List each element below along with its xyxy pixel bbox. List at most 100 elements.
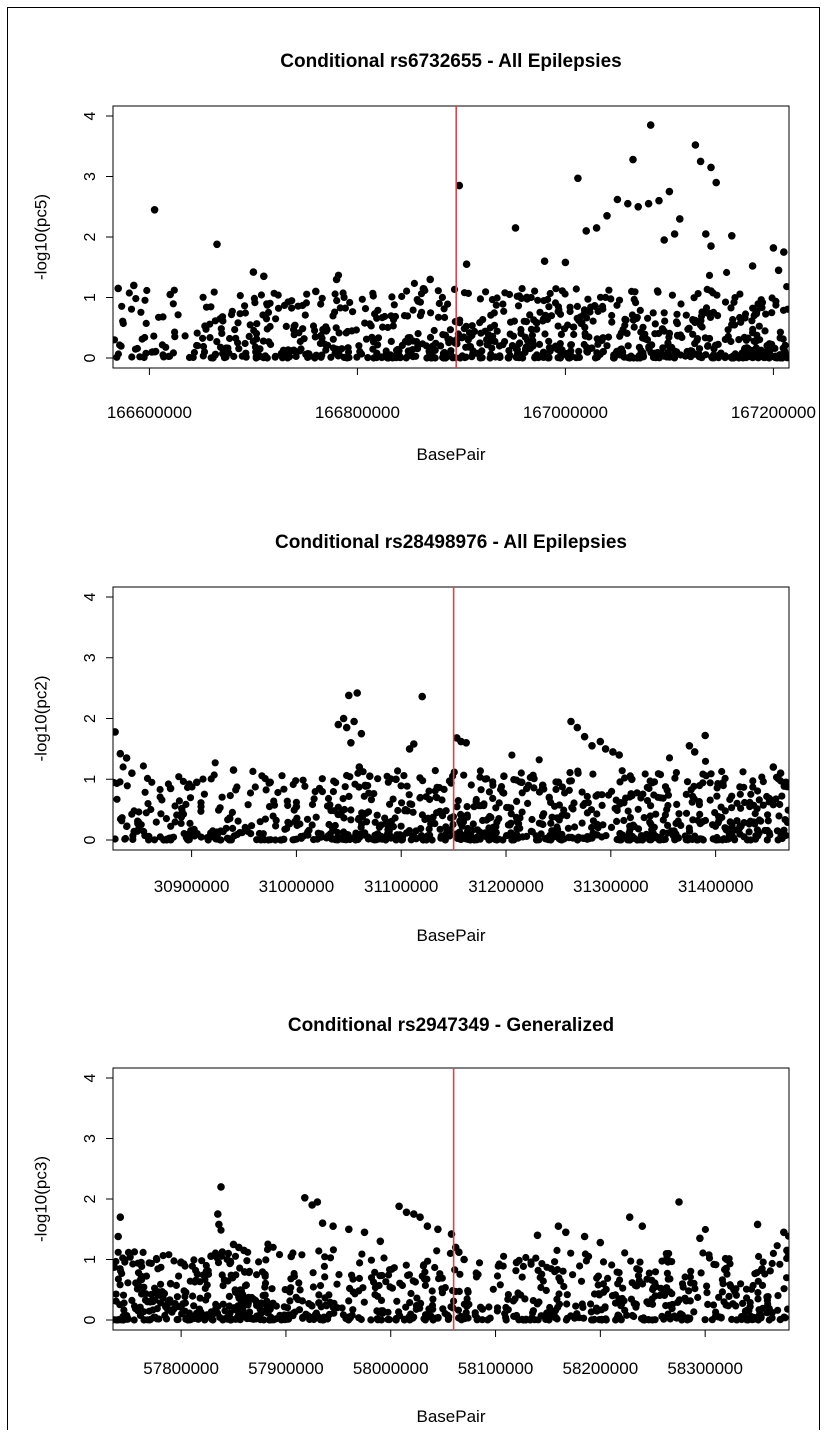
- data-point: [434, 287, 442, 295]
- data-point: [340, 805, 349, 814]
- data-point: [136, 353, 144, 361]
- data-point: [227, 1258, 235, 1266]
- data-point: [778, 792, 786, 800]
- data-point: [400, 772, 408, 780]
- data-point: [234, 319, 242, 327]
- data-point: [783, 305, 789, 313]
- data-point: [628, 775, 636, 784]
- data-point: [263, 1297, 271, 1305]
- data-point: [332, 836, 340, 844]
- data-point: [749, 325, 757, 333]
- data-point: [398, 341, 406, 349]
- data-point: [165, 834, 173, 842]
- data-point: [567, 777, 576, 785]
- data-point: [287, 1252, 296, 1261]
- data-point: [432, 793, 440, 801]
- data-point: [145, 1307, 153, 1315]
- data-point: [241, 302, 249, 310]
- data-point: [309, 322, 318, 330]
- data-point: [371, 1291, 379, 1299]
- data-point: [189, 1292, 197, 1300]
- data-point: [405, 791, 413, 799]
- data-point: [535, 340, 544, 348]
- data-point: [222, 824, 230, 832]
- data-point: [632, 1300, 641, 1308]
- data-point: [364, 782, 372, 790]
- data-point: [374, 334, 383, 342]
- data-point: [513, 797, 521, 806]
- data-point: [670, 354, 679, 362]
- data-point: [542, 1286, 550, 1295]
- data-point: [332, 275, 341, 284]
- data-point: [573, 1310, 581, 1318]
- data-point: [652, 1283, 660, 1291]
- data-point: [620, 816, 628, 825]
- data-point: [568, 804, 576, 812]
- data-point: [659, 828, 667, 837]
- data-point: [340, 293, 348, 301]
- data-point: [763, 1309, 771, 1317]
- data-point: [741, 798, 749, 807]
- data-point: [554, 354, 562, 362]
- y-tick-label: 3: [82, 1134, 99, 1143]
- data-point: [520, 317, 528, 325]
- data-point: [135, 808, 143, 816]
- data-point: [464, 1287, 472, 1295]
- data-point: [779, 335, 787, 343]
- data-point: [407, 1289, 415, 1298]
- data-point: [403, 807, 412, 815]
- data-point: [528, 331, 537, 339]
- data-point: [259, 1291, 267, 1300]
- data-point: [280, 1303, 288, 1311]
- data-point: [521, 348, 529, 356]
- data-point: [336, 304, 344, 312]
- data-point: [719, 782, 727, 790]
- data-point: [204, 1270, 213, 1278]
- data-point: [774, 775, 783, 783]
- data-point: [691, 141, 700, 149]
- data-point: [608, 318, 616, 326]
- data-points: [113, 689, 789, 844]
- data-point: [199, 775, 207, 783]
- data-point: [686, 1297, 694, 1305]
- data-point: [170, 1257, 178, 1265]
- data-point: [749, 783, 757, 791]
- data-point: [553, 1266, 562, 1274]
- data-point: [529, 337, 537, 345]
- data-point: [397, 782, 405, 790]
- data-point: [119, 1254, 127, 1262]
- data-point: [388, 1265, 396, 1273]
- data-point: [674, 817, 682, 825]
- data-point: [628, 1311, 637, 1320]
- data-point: [615, 751, 623, 759]
- data-point: [119, 317, 127, 325]
- data-point: [648, 826, 656, 834]
- data-point: [531, 354, 539, 362]
- data-point: [204, 1292, 212, 1300]
- data-point: [393, 1297, 401, 1305]
- data-point: [776, 1260, 784, 1268]
- y-tick-label: 1: [82, 775, 99, 784]
- data-point: [250, 1295, 258, 1304]
- data-point: [588, 823, 596, 832]
- data-point: [644, 314, 652, 322]
- data-point: [696, 1234, 704, 1243]
- data-point: [349, 834, 357, 842]
- data-point: [768, 1309, 776, 1317]
- data-point: [510, 317, 518, 325]
- data-point: [682, 790, 690, 799]
- data-point: [331, 290, 339, 298]
- data-point: [381, 312, 389, 321]
- data-point: [217, 1183, 225, 1191]
- data-point: [552, 285, 560, 293]
- data-point: [211, 317, 219, 325]
- data-point: [570, 330, 578, 339]
- data-point: [262, 786, 270, 794]
- data-point: [215, 1220, 223, 1229]
- data-point: [755, 322, 763, 330]
- data-point: [571, 823, 579, 831]
- data-point: [695, 345, 704, 353]
- data-point: [384, 1308, 392, 1316]
- data-point: [482, 288, 490, 296]
- data-point: [582, 1257, 591, 1265]
